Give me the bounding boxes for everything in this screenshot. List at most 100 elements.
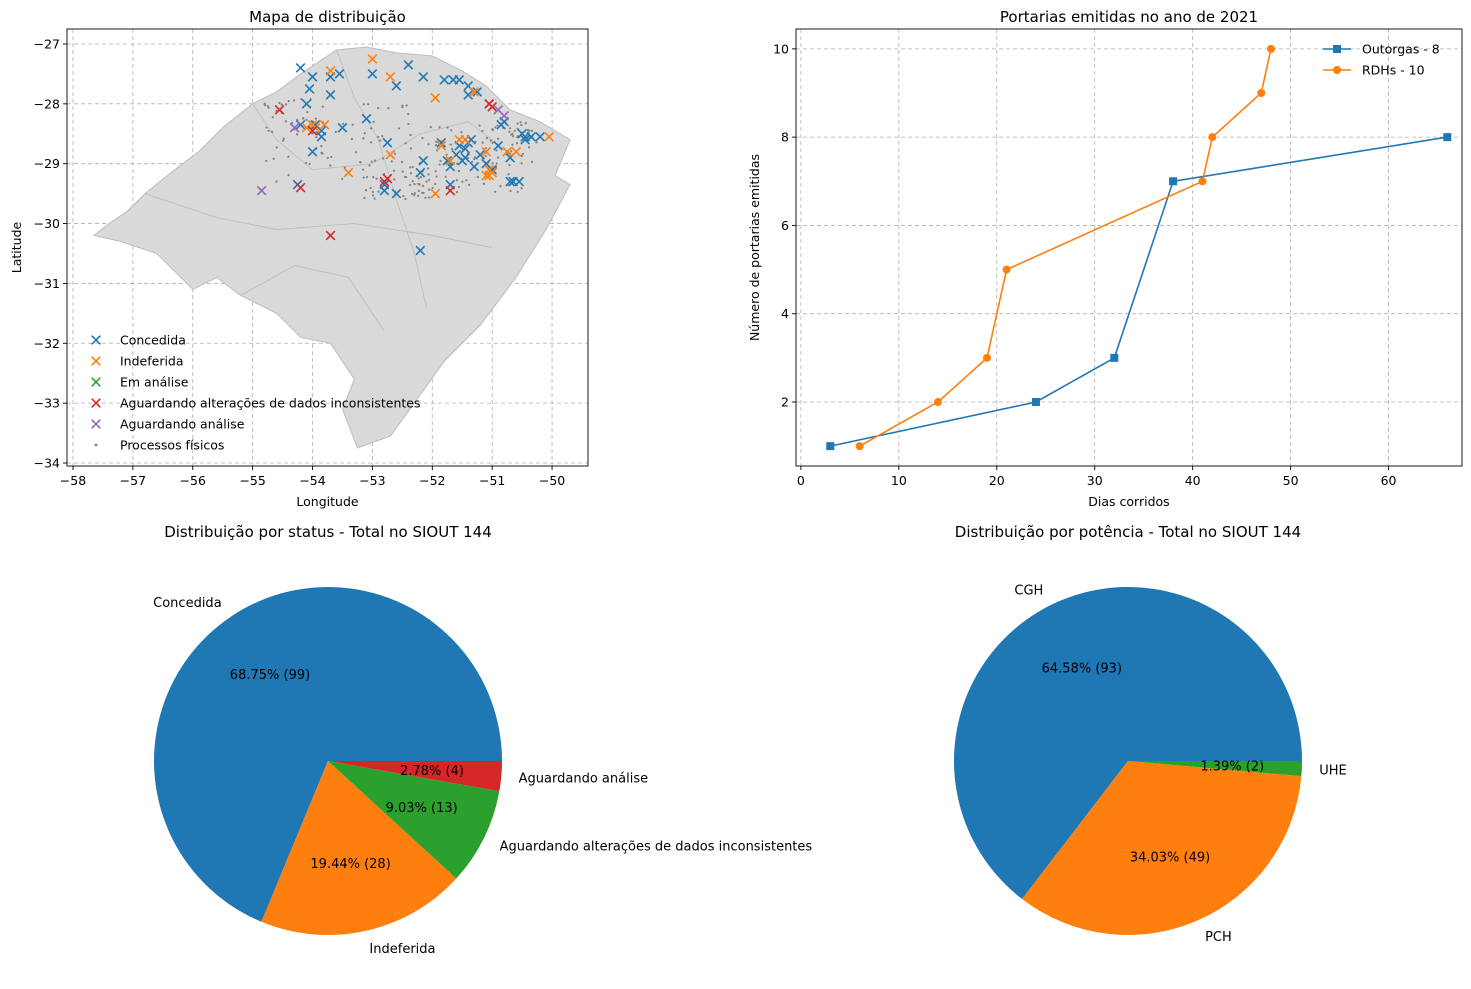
map-point-processos-fisicos <box>450 129 453 132</box>
map-point-processos-fisicos <box>497 137 500 140</box>
map-point-processos-fisicos <box>375 177 378 180</box>
line-point-circle <box>934 397 943 406</box>
map-point-1-stroke-b <box>310 119 321 130</box>
map-point-processos-fisicos <box>368 164 371 167</box>
map-point-processos-fisicos <box>409 166 412 169</box>
map-point-processos-fisicos <box>519 121 522 124</box>
pie-slice-pct: 9.03% (13) <box>386 801 458 816</box>
map-legend-label: Processos físicos <box>120 438 224 453</box>
map-point-processos-fisicos <box>405 104 408 107</box>
pie-slice-2 <box>1022 761 1302 935</box>
map-legend-marker-stroke-b <box>91 377 101 387</box>
map-point-processos-fisicos <box>494 190 497 193</box>
map-point-1-stroke-b <box>316 131 327 142</box>
map-point-processos-fisicos <box>516 122 519 125</box>
map-point-2-stroke-b <box>481 146 492 157</box>
map-point-processos-fisicos <box>521 153 524 156</box>
map-point-processos-fisicos <box>417 177 420 180</box>
map-point-processos-fisicos <box>287 174 290 177</box>
map-point-processos-fisicos <box>284 103 288 106</box>
map-point-1-stroke-b <box>463 81 474 91</box>
map-point-2-stroke-b <box>343 167 354 178</box>
map-point-2-stroke-b <box>436 140 447 151</box>
map-point-processos-fisicos <box>371 194 375 197</box>
map-point-processos-fisicos <box>515 142 519 145</box>
map-point-1 <box>415 167 426 178</box>
map-point-5-stroke-b <box>499 110 510 121</box>
pie-slice-pct: 2.78% (4) <box>400 764 464 779</box>
map-point-1 <box>469 161 480 172</box>
map-point-processos-fisicos <box>408 183 412 187</box>
pie-slice-pct: 68.75% (99) <box>230 668 310 683</box>
map-point-processos-fisicos <box>362 103 365 106</box>
map-point-processos-fisicos <box>404 197 407 201</box>
map-point-processos-fisicos <box>387 107 390 110</box>
map-point-processos-fisicos <box>393 152 397 155</box>
map-point-processos-fisicos <box>485 136 489 140</box>
map-ytick-label: −32 <box>34 336 60 351</box>
map-point-1 <box>454 75 465 85</box>
map-legend-label: Concedida <box>120 333 186 348</box>
map-point-processos-fisicos <box>425 180 428 183</box>
map-point-1-stroke-b <box>475 149 486 160</box>
pie-slice-pct: 1.39% (2) <box>1200 760 1264 775</box>
map-point-processos-fisicos <box>411 180 414 183</box>
map-point-processos-fisicos <box>427 143 430 146</box>
map-point-processos-fisicos <box>461 180 464 183</box>
map-point-processos-fisicos <box>429 126 432 129</box>
map-point-1-stroke-b <box>436 137 447 148</box>
map-point-4 <box>274 104 285 115</box>
line-ytick-label: 2 <box>781 394 789 409</box>
map-point-processos-fisicos <box>400 160 404 164</box>
map-point-processos-fisicos <box>403 175 407 179</box>
map-point-processos-fisicos <box>407 112 410 116</box>
map-point-processos-fisicos <box>520 123 523 127</box>
map-point-2-stroke-b <box>325 66 336 76</box>
map-point-processos-fisicos <box>402 194 405 198</box>
map-point-processos-fisicos <box>445 153 448 156</box>
map-point-1 <box>391 81 402 91</box>
map-point-processos-fisicos <box>306 110 309 114</box>
line-xtick-label: 30 <box>1087 473 1103 488</box>
pie-slice-3 <box>1128 761 1303 777</box>
map-point-1 <box>535 131 545 142</box>
map-ytick-label: −29 <box>34 156 60 171</box>
map-legend-label: Aguardando análise <box>120 417 245 432</box>
map-point-processos-fisicos <box>413 183 416 186</box>
map-point-processos-fisicos <box>530 129 534 132</box>
map-point-processos-fisicos <box>444 175 447 178</box>
map-point-processos-fisicos <box>482 182 485 185</box>
map-point-1-stroke-b <box>403 60 414 70</box>
map-point-1 <box>415 245 426 256</box>
map-xlabel: Longitude <box>296 494 358 509</box>
map-point-processos-fisicos <box>491 128 495 132</box>
map-legend-marker-stroke-b <box>91 419 101 429</box>
map-point-2 <box>502 146 513 157</box>
map-point-processos-fisicos <box>413 193 416 197</box>
map-point-1 <box>463 89 474 100</box>
map-point-2-stroke-b <box>511 146 522 157</box>
line-legend-label: RDHs - 10 <box>1362 63 1425 78</box>
map-point-1 <box>457 155 468 166</box>
map-point-2-stroke-b <box>430 188 441 199</box>
pie-slice-label: Aguardando alterações de dados inconsist… <box>500 840 813 855</box>
map-point-1-stroke-b <box>307 72 318 82</box>
map-xtick-label: −57 <box>120 473 146 488</box>
map-point-1-stroke-b <box>301 98 312 109</box>
map-point-1-stroke-b <box>460 143 471 154</box>
map-point-1-stroke-b <box>325 89 336 100</box>
map-point-4 <box>325 230 336 241</box>
map-point-4 <box>295 182 306 193</box>
map-point-2-stroke-b <box>544 131 554 142</box>
map-point-processos-fisicos <box>484 155 487 158</box>
map-point-processos-fisicos <box>281 139 285 142</box>
pie-slice-4 <box>328 761 503 792</box>
line-point-circle <box>1267 44 1276 53</box>
map-ytick-label: −31 <box>34 276 60 291</box>
map-point-processos-fisicos <box>342 122 345 126</box>
map-point-1-stroke-b <box>535 131 545 142</box>
map-point-processos-fisicos <box>369 186 372 190</box>
map-point-processos-fisicos <box>427 196 431 199</box>
map-legend-marker-stroke-b <box>91 335 101 345</box>
